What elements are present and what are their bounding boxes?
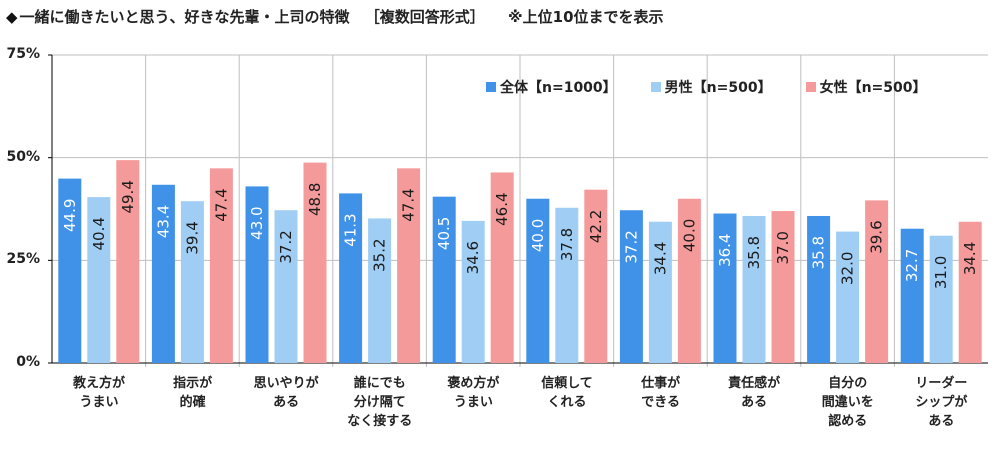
bar-value-label: 37.2 xyxy=(277,230,295,263)
legend-swatch-all xyxy=(486,82,496,92)
bar-value-label: 39.6 xyxy=(868,220,886,253)
bar-value-label: 34.4 xyxy=(651,242,669,275)
bar-value-label: 39.4 xyxy=(183,221,201,254)
bar-value-label: 43.0 xyxy=(248,206,266,239)
bar xyxy=(339,193,363,363)
bar xyxy=(209,168,233,363)
bar xyxy=(900,228,924,363)
bar-value-label: 46.4 xyxy=(493,192,511,225)
x-category-label: 責任感が ある xyxy=(728,376,781,410)
legend-item-male: 男性【n=500】 xyxy=(650,77,772,97)
y-tick-label: 25% xyxy=(6,251,40,268)
bar xyxy=(432,196,456,363)
x-category-label: 仕事が できる xyxy=(641,376,681,410)
bar-value-label: 34.4 xyxy=(961,242,979,275)
legend-label-all: 全体【n=1000】 xyxy=(500,80,617,96)
x-category-label: 教え方が うまい xyxy=(72,376,125,410)
legend-swatch-female xyxy=(805,82,816,92)
bar xyxy=(619,210,643,363)
legend-item-all: 全体【n=1000】 xyxy=(486,77,617,97)
bar xyxy=(151,184,175,363)
bar-value-label: 34.6 xyxy=(464,241,482,274)
bar xyxy=(397,168,421,363)
bar xyxy=(87,197,111,363)
bar xyxy=(677,198,701,363)
bar-value-label: 36.4 xyxy=(716,234,734,267)
bar xyxy=(958,221,982,363)
legend-label-male: 男性【n=500】 xyxy=(664,80,772,96)
y-tick-label: 75% xyxy=(6,46,40,62)
legend: 全体【n=1000】 男性【n=500】 女性【n=500】 xyxy=(486,77,927,97)
bar-value-label: 47.4 xyxy=(212,188,230,221)
bar xyxy=(58,178,82,363)
bar xyxy=(929,235,953,363)
bar-value-label: 35.8 xyxy=(810,236,828,269)
bar-value-label: 40.0 xyxy=(680,219,698,252)
bar xyxy=(245,186,269,363)
bar xyxy=(742,215,766,363)
bar-value-label: 47.4 xyxy=(400,188,418,221)
bar xyxy=(490,172,514,363)
title-subtitle: ［複数回答形式］ xyxy=(364,8,485,26)
bar xyxy=(116,160,140,363)
x-category-label: 思いやりが ある xyxy=(253,376,319,410)
bar-value-label: 40.4 xyxy=(90,217,108,250)
chart-title: ◆ 一緒に働きたいと思う、好きな先輩・上司の特徴 ［複数回答形式］ ※上位10位ま… xyxy=(6,6,664,27)
bar-value-label: 43.4 xyxy=(154,205,172,238)
x-category-label: 指示が 的確 xyxy=(173,376,213,410)
legend-label-female: 女性【n=500】 xyxy=(819,80,927,96)
bar-value-label: 44.9 xyxy=(61,199,79,232)
legend-swatch-male xyxy=(650,82,661,92)
bar-value-label: 35.2 xyxy=(371,238,389,271)
bar-value-label: 31.0 xyxy=(932,256,950,289)
bar-value-label: 37.8 xyxy=(558,228,576,261)
bar xyxy=(865,200,889,363)
bar xyxy=(180,201,204,363)
bar xyxy=(771,211,795,363)
bar-value-label: 42.2 xyxy=(587,210,605,243)
y-tick-label: 0% xyxy=(16,354,40,370)
legend-item-female: 女性【n=500】 xyxy=(805,77,927,97)
bar xyxy=(807,215,831,363)
bar xyxy=(584,189,608,363)
bar xyxy=(836,231,860,363)
bar-value-label: 32.7 xyxy=(903,249,921,282)
x-category-label: 信頼して くれる xyxy=(541,376,593,410)
x-category-label: リーダー シップが ある xyxy=(915,376,968,429)
bar-value-label: 40.5 xyxy=(435,217,453,250)
y-tick-label: 50% xyxy=(6,148,40,165)
x-category-label: 褒め方が うまい xyxy=(447,376,500,410)
bar xyxy=(303,162,327,363)
bar xyxy=(648,221,672,363)
title-note: ※上位10位までを表示 xyxy=(508,8,664,26)
bar-value-label: 37.0 xyxy=(774,231,792,264)
bar xyxy=(713,213,737,363)
bar-value-label: 32.0 xyxy=(839,252,857,285)
bar-value-label: 49.4 xyxy=(119,180,137,213)
bar-value-label: 41.3 xyxy=(342,213,360,246)
x-category-label: 誰にでも 分け隔て なく接する xyxy=(347,376,413,429)
bar xyxy=(555,207,579,363)
title-bullet: ◆ xyxy=(6,8,18,26)
bar xyxy=(368,218,392,363)
bar-value-label: 37.2 xyxy=(622,230,640,263)
bar-value-label: 35.8 xyxy=(745,236,763,269)
bar xyxy=(461,220,485,363)
title-text: 一緒に働きたいと思う、好きな先輩・上司の特徴 xyxy=(19,8,350,26)
bar-value-label: 48.8 xyxy=(306,183,324,216)
bar xyxy=(274,210,298,363)
bar xyxy=(526,198,550,363)
bar-value-label: 40.0 xyxy=(529,219,547,252)
x-category-label: 自分の 間違いを 認める xyxy=(821,376,874,429)
